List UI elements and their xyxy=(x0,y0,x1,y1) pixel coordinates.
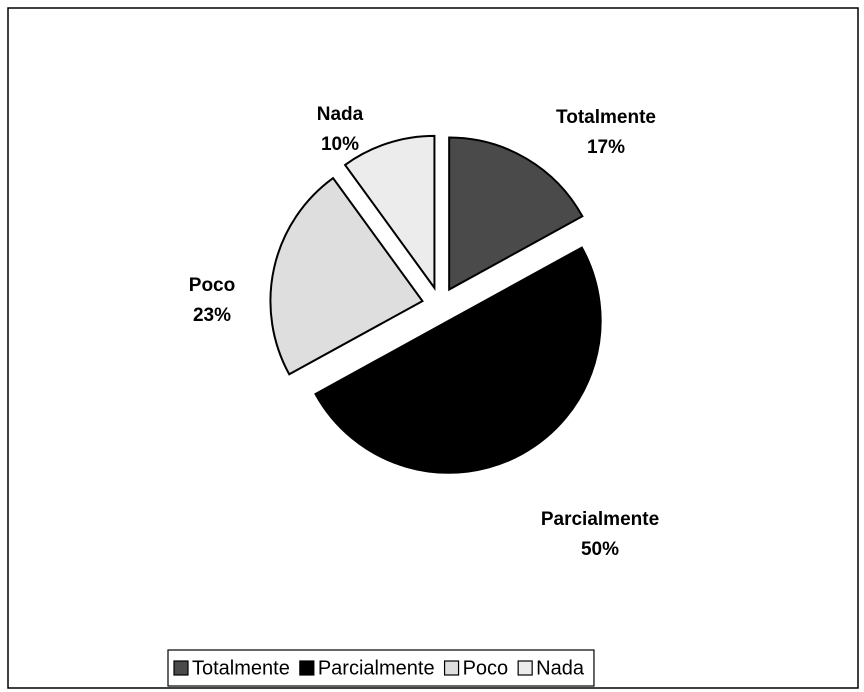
legend-swatch xyxy=(299,660,315,676)
pie-slice xyxy=(343,134,436,291)
pie-slice xyxy=(314,246,602,474)
legend-swatch xyxy=(517,660,533,676)
slice-value-label: 10% xyxy=(321,134,359,155)
slice-label: Poco xyxy=(189,275,235,296)
slice-label: Nada xyxy=(317,104,364,125)
slice-value-label: 23% xyxy=(193,305,231,326)
legend-label: Nada xyxy=(536,657,585,679)
slice-label: Parcialmente xyxy=(541,509,659,530)
legend-swatch xyxy=(443,660,460,676)
pie-slice xyxy=(269,176,424,376)
slice-value-label: 17% xyxy=(587,137,625,158)
slice-label: Totalmente xyxy=(556,107,656,128)
slice-value-label: 50% xyxy=(581,539,619,560)
legend-label: Parcialmente xyxy=(318,657,435,679)
legend-swatch xyxy=(173,660,189,676)
legend-label: Poco xyxy=(463,657,509,679)
legend-label: Totalmente xyxy=(192,657,290,679)
pie-slice xyxy=(448,136,584,292)
